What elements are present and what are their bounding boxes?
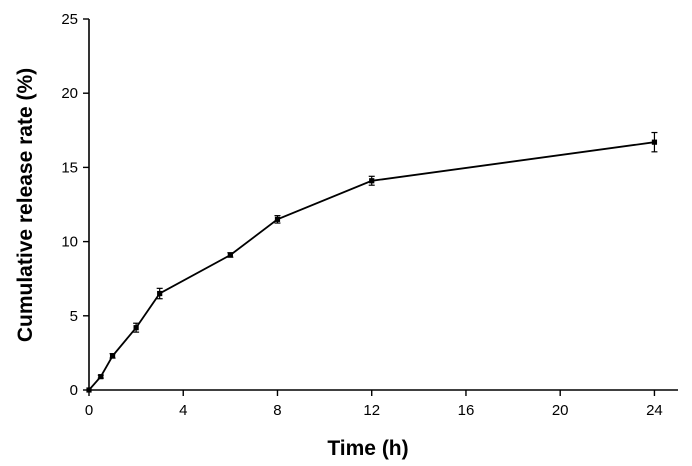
data-point <box>651 139 658 145</box>
data-point <box>133 325 139 331</box>
data-point <box>98 374 104 380</box>
y-tick-label: 15 <box>61 159 78 176</box>
data-point <box>86 387 92 393</box>
data-point <box>274 216 281 222</box>
x-tick-label: 0 <box>85 402 93 419</box>
x-tick-label: 8 <box>273 402 281 419</box>
data-point <box>369 178 375 184</box>
y-tick-label: 25 <box>61 11 78 28</box>
y-tick-label: 20 <box>61 85 78 102</box>
x-ticks: 0 4 8 12 16 20 24 <box>85 390 663 419</box>
data-points <box>86 139 658 393</box>
data-point <box>109 353 116 359</box>
x-axis-title: Time (h) <box>327 437 408 460</box>
x-tick-label: 20 <box>552 402 569 419</box>
y-axis-title: Cumulative release rate (%) <box>14 68 37 342</box>
x-tick-label: 12 <box>363 402 380 419</box>
y-ticks: 0 5 10 15 20 25 <box>61 11 89 399</box>
y-tick-label: 0 <box>70 382 78 399</box>
data-point <box>227 252 233 258</box>
x-tick-label: 4 <box>179 402 187 419</box>
axes <box>88 19 678 391</box>
y-tick-label: 10 <box>61 234 78 251</box>
x-tick-label: 24 <box>646 402 663 419</box>
error-bars <box>97 131 658 379</box>
y-tick-label: 5 <box>70 308 78 325</box>
data-point <box>157 290 163 297</box>
x-tick-label: 16 <box>458 402 475 419</box>
